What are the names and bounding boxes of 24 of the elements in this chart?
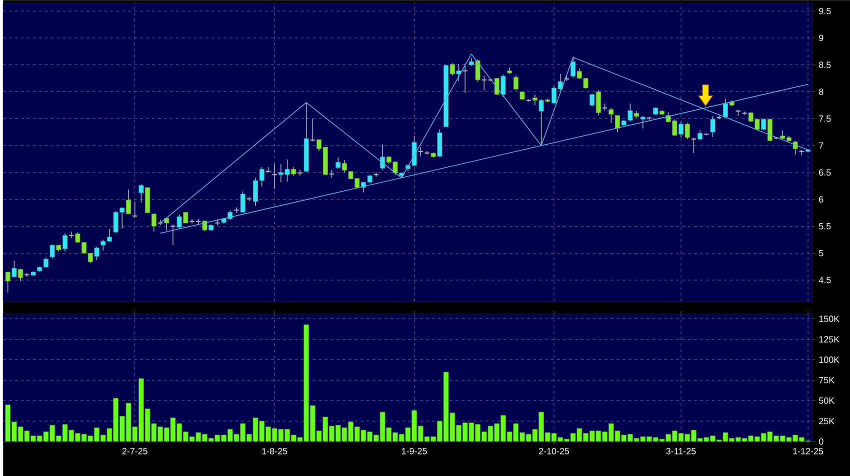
y-tick-label: 8.5 [819, 62, 831, 68]
y-tick-label: 6 [819, 196, 824, 202]
y-tick-label: 5.5 [819, 222, 831, 230]
x-tick-label: 2-7-25 [122, 448, 148, 454]
y-tick-label: 25K [819, 418, 834, 424]
y-tick-label: 5 [819, 250, 824, 256]
y-tick-label: 9.5 [819, 8, 831, 14]
y-tick-label: 9 [819, 34, 824, 41]
y-tick-label: 50K [819, 397, 834, 404]
y-tick-label: 150K [819, 316, 840, 322]
x-tick-label: 3-11-25 [666, 448, 696, 454]
x-tick-label: 1-8-25 [262, 448, 288, 454]
y-tick-label: 100K [819, 356, 840, 363]
y-tick-label: 0 [819, 438, 824, 444]
y-tick-label: 75K [819, 376, 834, 384]
y-tick-label: 125K [819, 336, 840, 342]
y-tick-label: 7.5 [819, 115, 831, 122]
x-tick-label: 1-9-25 [402, 448, 427, 454]
x-tick-label: 1-12-25 [793, 448, 824, 454]
y-tick-label: 6.5 [819, 169, 831, 176]
y-tick-label: 8 [819, 88, 824, 95]
y-tick-label: 4.5 [818, 276, 831, 284]
y-tick-label: 7 [819, 142, 824, 148]
x-tick-label: 2-10-25 [538, 448, 570, 454]
